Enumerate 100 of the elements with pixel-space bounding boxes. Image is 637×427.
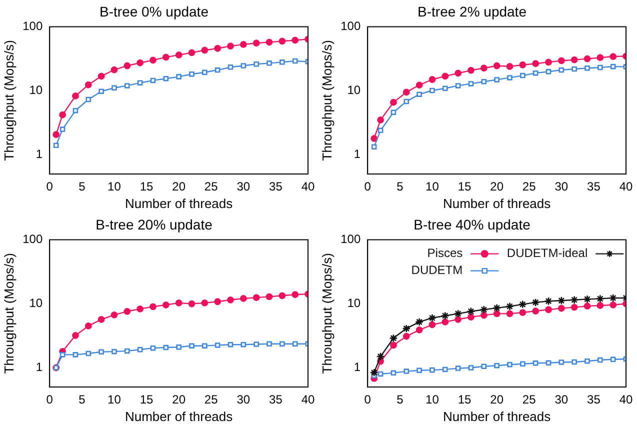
point	[266, 38, 273, 46]
point	[493, 310, 500, 318]
x-tick-label: 15	[458, 392, 472, 407]
y-axis-title: Throughput (Mops/s)	[319, 253, 334, 374]
point	[532, 360, 538, 366]
legend-label: Pisces	[427, 246, 463, 260]
point	[189, 72, 194, 77]
point	[531, 298, 540, 307]
point	[584, 358, 590, 364]
x-tick-label: 5	[396, 180, 404, 194]
point	[84, 322, 92, 330]
point	[98, 316, 105, 323]
point	[598, 357, 603, 363]
point	[390, 370, 396, 376]
point	[468, 314, 474, 320]
x-tick-label: 30	[236, 180, 250, 194]
point	[608, 294, 618, 302]
point	[136, 59, 144, 66]
point	[150, 56, 156, 64]
point	[136, 306, 144, 312]
chart-title: B-tree 0% update	[100, 3, 209, 20]
point	[176, 344, 182, 350]
point	[280, 341, 285, 347]
chart-title: B-tree 40% update	[414, 216, 531, 232]
point	[492, 304, 502, 312]
y-tick-label: 100	[22, 232, 43, 246]
point	[507, 362, 512, 368]
point	[455, 366, 461, 371]
point	[150, 303, 156, 310]
point	[546, 360, 552, 366]
point	[480, 64, 488, 72]
x-tick-label: 15	[140, 392, 154, 407]
point	[454, 70, 462, 77]
point	[610, 356, 616, 362]
point	[53, 142, 59, 148]
point	[86, 96, 92, 102]
x-tick-label: 40	[301, 392, 315, 407]
point	[481, 364, 487, 370]
x-tick-label: 10	[108, 180, 122, 194]
point	[544, 296, 553, 306]
point	[442, 72, 449, 80]
point	[440, 311, 450, 320]
point	[584, 302, 591, 310]
point	[240, 295, 247, 302]
point	[558, 57, 565, 64]
point	[214, 342, 220, 348]
point	[52, 131, 60, 138]
x-axis-title: Number of threads	[442, 196, 552, 211]
x-tick-label: 30	[554, 392, 568, 407]
x-tick-label: 35	[269, 392, 283, 407]
point	[202, 70, 208, 75]
legend-label: DUDETM-ideal	[506, 246, 588, 260]
point	[137, 80, 143, 86]
x-tick-label: 20	[172, 392, 186, 407]
point	[428, 314, 436, 322]
point	[545, 306, 552, 314]
x-tick-label: 20	[490, 180, 504, 194]
point	[480, 312, 488, 319]
x-tick-label: 10	[108, 392, 122, 407]
point	[596, 302, 604, 309]
point	[60, 126, 66, 132]
point	[376, 352, 385, 361]
point	[610, 53, 617, 60]
point	[532, 308, 540, 314]
y-tick-label: 100	[340, 19, 361, 34]
point	[390, 342, 397, 349]
point	[442, 86, 448, 92]
y-axis-title: Throughput (Mops/s)	[319, 40, 334, 161]
point	[468, 365, 474, 370]
point	[570, 56, 578, 64]
point	[378, 128, 384, 134]
x-tick-label: 0	[46, 180, 54, 194]
point	[60, 352, 66, 358]
x-tick-label: 25	[522, 392, 536, 407]
y-tick-label: 1	[36, 147, 43, 162]
point	[72, 352, 78, 358]
point	[240, 63, 246, 68]
point	[214, 67, 220, 73]
point	[506, 63, 514, 70]
x-tick-label: 0	[46, 392, 54, 407]
point	[570, 304, 578, 311]
point	[570, 296, 579, 304]
x-axis-title: Number of threads	[124, 196, 234, 211]
point	[518, 300, 527, 309]
x-tick-label: 20	[172, 180, 186, 194]
point	[520, 361, 526, 366]
point	[416, 368, 422, 373]
point	[252, 294, 260, 302]
x-axis-title: Number of threads	[442, 408, 552, 424]
point	[240, 342, 246, 348]
point	[416, 326, 423, 334]
point	[188, 300, 196, 308]
x-tick-label: 20	[490, 392, 504, 407]
point	[415, 318, 424, 326]
point	[584, 65, 590, 71]
point	[163, 344, 169, 350]
x-tick-label: 0	[364, 392, 372, 407]
y-tick-label: 100	[340, 232, 361, 246]
point	[572, 359, 577, 365]
point	[558, 360, 564, 365]
